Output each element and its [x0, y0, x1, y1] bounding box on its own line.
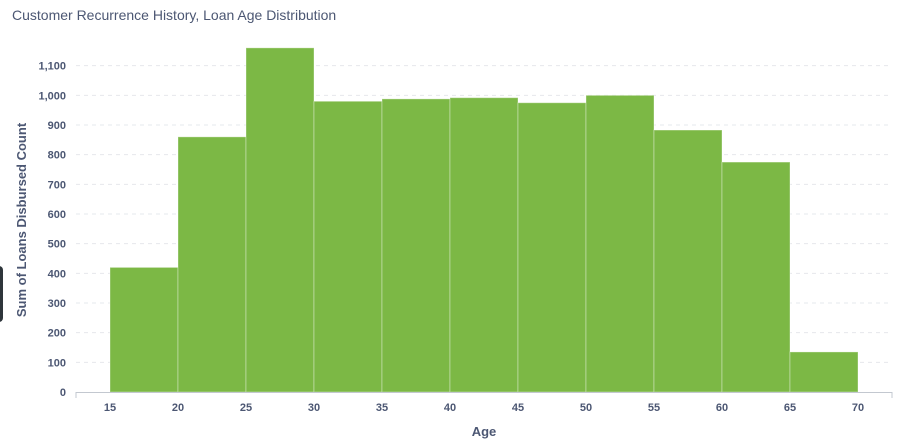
- bar: [177, 136, 247, 393]
- y-axis-label: Sum of Loans Disbursed Count: [14, 122, 29, 317]
- bar: [381, 98, 451, 393]
- y-tick-label: 0: [60, 387, 66, 399]
- y-tick-label: 900: [48, 120, 66, 132]
- y-tick-label: 1,100: [38, 61, 66, 73]
- bar: [109, 266, 179, 393]
- x-tick-label: 20: [172, 402, 184, 414]
- y-tick-label: 500: [48, 239, 66, 251]
- x-tick-label: 25: [240, 402, 252, 414]
- bar: [789, 351, 859, 393]
- bar: [313, 100, 383, 393]
- x-tick-label: 45: [512, 402, 524, 414]
- x-tick-label: 50: [580, 402, 592, 414]
- bar: [721, 161, 791, 393]
- bar: [449, 97, 519, 393]
- y-tick-label: 300: [48, 298, 66, 310]
- x-tick-label: 35: [376, 402, 388, 414]
- y-tick-label: 100: [48, 357, 66, 369]
- y-tick-label: 800: [48, 150, 66, 162]
- chart-title: Customer Recurrence History, Loan Age Di…: [12, 7, 337, 23]
- side-panel-handle[interactable]: [0, 266, 3, 322]
- x-axis-label: Age: [472, 424, 497, 439]
- y-tick-label: 200: [48, 328, 66, 340]
- x-tick-label: 65: [784, 402, 796, 414]
- y-tick-label: 600: [48, 209, 66, 221]
- x-tick-label: 70: [852, 402, 864, 414]
- bar: [517, 102, 587, 393]
- bar: [245, 47, 315, 393]
- x-tick-label: 40: [444, 402, 456, 414]
- y-axis: 0 100 200 300 400 500 600 700 800 900 1,000 1,100: [38, 61, 66, 399]
- y-tick-label: 400: [48, 268, 66, 280]
- bar: [585, 94, 655, 393]
- x-tick-label: 30: [308, 402, 320, 414]
- y-tick-label: 700: [48, 179, 66, 191]
- x-tick-label: 55: [648, 402, 660, 414]
- bar: [653, 129, 723, 393]
- x-tick-label: 15: [104, 402, 116, 414]
- bars: [109, 47, 859, 393]
- x-axis: 15 20 25 30 35 40 45 50 55 60 65 70: [75, 392, 893, 414]
- y-tick-label: 1,000: [38, 90, 66, 102]
- x-tick-label: 60: [716, 402, 728, 414]
